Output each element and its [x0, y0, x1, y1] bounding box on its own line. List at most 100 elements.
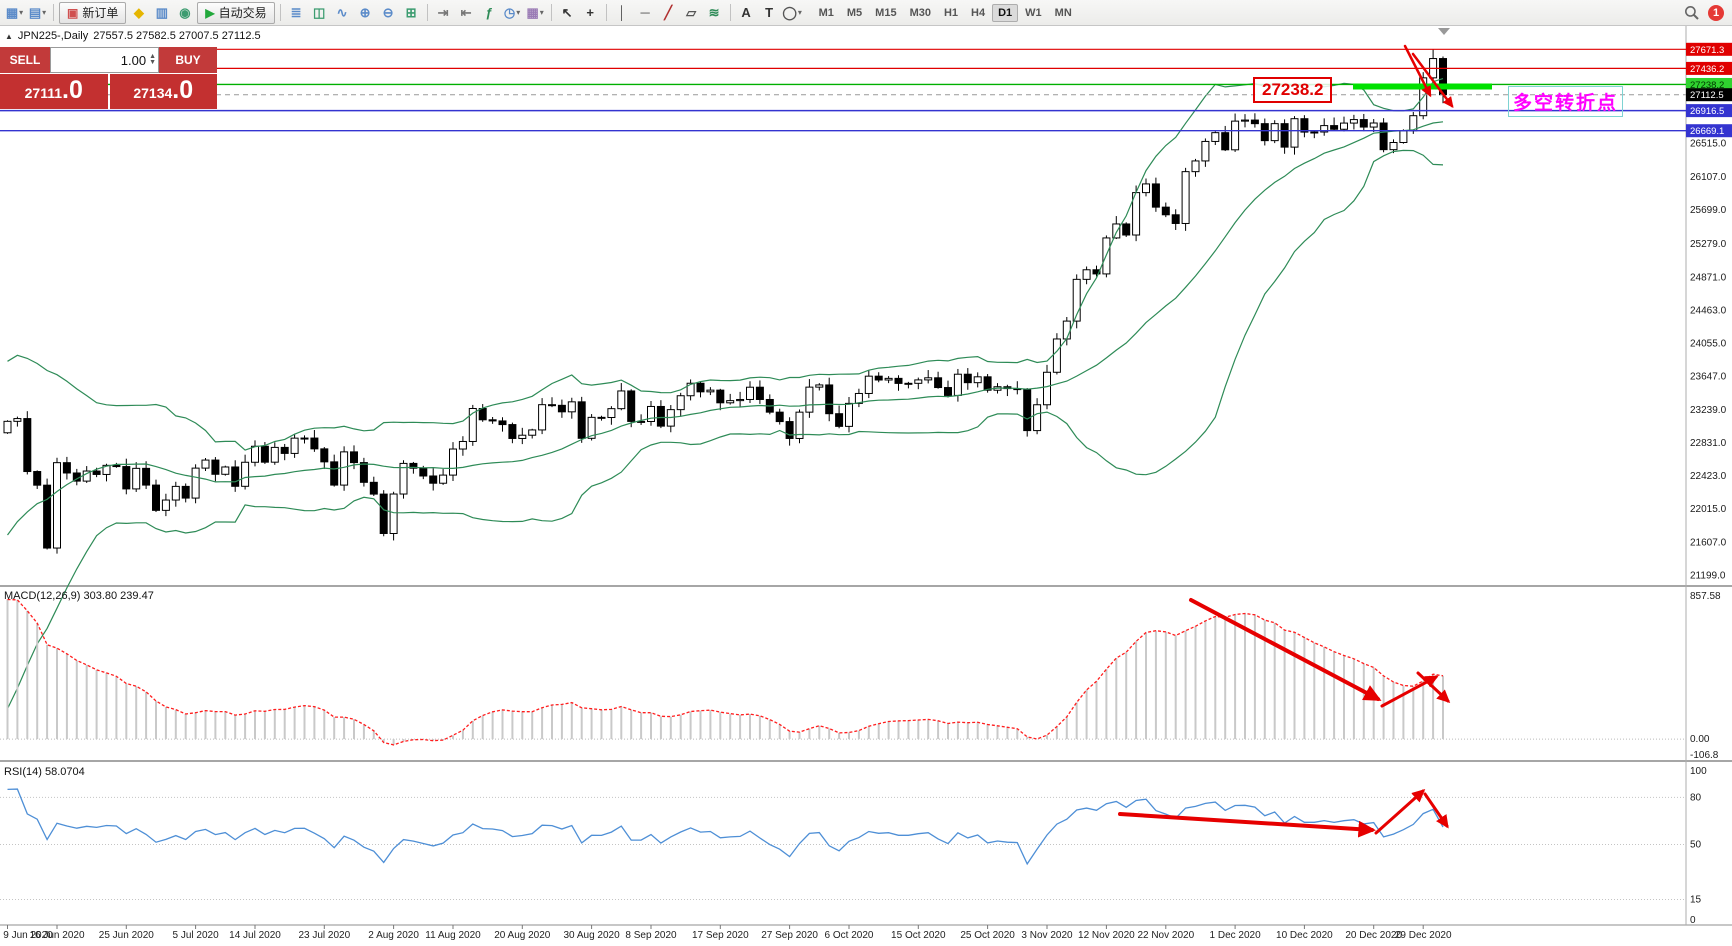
candle-body — [607, 408, 616, 419]
date-label: 2 Aug 2020 — [368, 930, 419, 941]
candle-body — [617, 390, 626, 410]
chart-shift-icon[interactable]: ⇤ — [456, 3, 477, 23]
timeframe-m30[interactable]: M30 — [909, 6, 931, 19]
periods-icon[interactable]: ◷ ▾ — [502, 3, 523, 23]
cursor-icon[interactable]: ↖ — [557, 3, 578, 23]
trend-arrow-macd[interactable] — [1416, 671, 1451, 704]
new-chart-icon[interactable]: ▦ ▾ — [4, 3, 25, 23]
price-level-callout[interactable]: 27238.2 — [1253, 77, 1333, 103]
trend-arrow-rsi[interactable] — [1423, 792, 1449, 829]
timeframe-m15[interactable]: M15 — [875, 6, 897, 19]
trend-arrow-main[interactable] — [1411, 52, 1454, 108]
candle-body — [1112, 223, 1121, 239]
bar-chart-icon[interactable]: ≣ — [286, 3, 307, 23]
dropdown-arrow-icon[interactable]: ▾ — [42, 8, 47, 17]
fibonacci-icon-glyph: ≋ — [708, 4, 720, 20]
market-watch-icon[interactable]: ▥ — [151, 3, 172, 23]
text-label-icon[interactable]: T — [759, 3, 780, 23]
vertical-line-icon[interactable]: │ — [612, 3, 633, 23]
profiles-icon[interactable]: ▤ ▾ — [27, 3, 48, 23]
strategy-tester-icon[interactable]: ◉ — [174, 3, 195, 23]
main-macd-separator[interactable] — [0, 585, 1732, 587]
volume-stepper[interactable]: ▲ ▼ — [149, 53, 156, 66]
line-chart-icon[interactable]: ∿ — [332, 3, 353, 23]
candle-body — [310, 437, 319, 450]
trade-panel-collapse-icon[interactable]: ▲ — [5, 31, 13, 41]
price-tick-label: 23239.0 — [1690, 405, 1727, 416]
auto-trading-button-label: 自动交易 — [218, 6, 267, 20]
candle-body — [221, 466, 230, 475]
timeframe-m5[interactable]: M5 — [846, 6, 863, 19]
candle-body — [350, 451, 358, 464]
timeframe-m1[interactable]: M1 — [818, 6, 834, 19]
timeframe-h1[interactable]: H1 — [943, 6, 959, 19]
horizontal-line-icon[interactable]: ─ — [635, 3, 656, 23]
macd-rsi-separator[interactable] — [0, 760, 1732, 762]
timeframe-h4[interactable]: H4 — [971, 6, 986, 19]
trend-arrow-main[interactable] — [1403, 44, 1432, 98]
chart-shift-icon-glyph: ⇤ — [460, 4, 472, 20]
timeframe-d1[interactable]: D1 — [992, 3, 1019, 22]
notification-badge[interactable]: 1 — [1708, 4, 1724, 21]
price-tick-label: 24463.0 — [1690, 305, 1727, 316]
candle-body — [914, 379, 923, 384]
dropdown-arrow-icon[interactable]: ▾ — [19, 8, 24, 17]
buy-button[interactable]: BUY — [159, 47, 217, 73]
date-label: 11 Aug 2020 — [425, 930, 481, 941]
candle-body — [1359, 119, 1368, 128]
candle-body — [458, 440, 467, 450]
candle-body — [696, 382, 705, 393]
auto-scroll-icon[interactable]: ⇥ — [433, 3, 454, 23]
candle-body — [419, 467, 428, 477]
templates-icon[interactable]: ▦ ▾ — [525, 3, 546, 23]
zoom-in-icon[interactable]: ⊕ — [355, 3, 376, 23]
trend-arrow-rsi[interactable] — [1374, 789, 1426, 835]
channel-icon[interactable]: ▱ — [681, 3, 702, 23]
vertical-line-icon-glyph: │ — [618, 5, 627, 20]
price-tick-label: 26107.0 — [1690, 172, 1727, 183]
stepper-down-icon[interactable]: ▼ — [149, 59, 156, 66]
new-order-button[interactable]: ▣ 新订单 — [59, 1, 127, 24]
search-icon[interactable] — [1684, 5, 1700, 21]
candle-body — [171, 485, 180, 501]
crosshair-icon[interactable]: + — [580, 3, 601, 23]
auto-trading-button[interactable]: ▶ 自动交易 — [197, 1, 275, 24]
tile-windows-icon[interactable]: ⊞ — [401, 3, 422, 23]
shapes-icon[interactable]: ◯ ▾ — [782, 3, 803, 23]
trendline-icon[interactable]: ╱ — [658, 3, 679, 23]
buy-price[interactable]: 27134.0 — [109, 74, 217, 109]
profiles-icon-glyph: ▤ — [28, 4, 42, 20]
fibonacci-icon[interactable]: ≋ — [704, 3, 725, 23]
chart-shift-marker[interactable] — [1438, 28, 1450, 35]
candle-body — [300, 437, 309, 440]
date-label: 8 Sep 2020 — [625, 930, 677, 941]
timeframe-w1[interactable]: W1 — [1025, 6, 1042, 19]
sell-price[interactable]: 27111.0 — [0, 74, 108, 109]
candle-body — [686, 382, 695, 397]
dropdown-arrow-icon[interactable]: ▾ — [797, 8, 802, 17]
price-tick-label: 25699.0 — [1690, 205, 1727, 216]
text-icon[interactable]: A — [736, 3, 757, 23]
main-toolbar: ▦ ▾ ▤ ▾ ▣ 新订单 ◆ ▥ ◉ ▶ 自动交易 ≣ ◫ ∿ ⊕ ⊖ ⊞ ⇥ ⇤ ƒ ◷ ▾ ▦ ▾ ↖ + │ ─ ╱ ▱ ≋ A T ◯ ▾… — [0, 0, 1732, 26]
timeframe-mn[interactable]: MN — [1054, 6, 1072, 19]
turning-point-label[interactable]: 多空转折点 — [1508, 86, 1624, 117]
stepper-up-icon[interactable]: ▲ — [149, 53, 156, 60]
date-label: 3 Nov 2020 — [1021, 930, 1073, 941]
candle-body — [1389, 141, 1398, 151]
volume-input[interactable]: 1.00 ▲ ▼ — [50, 47, 159, 73]
sell-button[interactable]: SELL — [0, 47, 50, 73]
trend-arrow-macd[interactable] — [1189, 598, 1382, 701]
zoom-out-icon[interactable]: ⊖ — [378, 3, 399, 23]
trend-arrow-rsi[interactable] — [1118, 812, 1376, 838]
candle-body — [280, 446, 289, 454]
indicators-icon[interactable]: ƒ — [479, 3, 500, 23]
candle-body — [211, 459, 220, 475]
candlestick-chart-icon[interactable]: ◫ — [309, 3, 330, 23]
bollinger-middle-band — [7, 121, 1444, 536]
date-label: 9 Jun 2020 — [3, 930, 53, 941]
candle-body — [1043, 371, 1051, 406]
metaeditor-icon[interactable]: ◆ — [128, 3, 149, 23]
dropdown-arrow-icon[interactable]: ▾ — [516, 8, 521, 17]
dropdown-arrow-icon[interactable]: ▾ — [539, 8, 544, 17]
